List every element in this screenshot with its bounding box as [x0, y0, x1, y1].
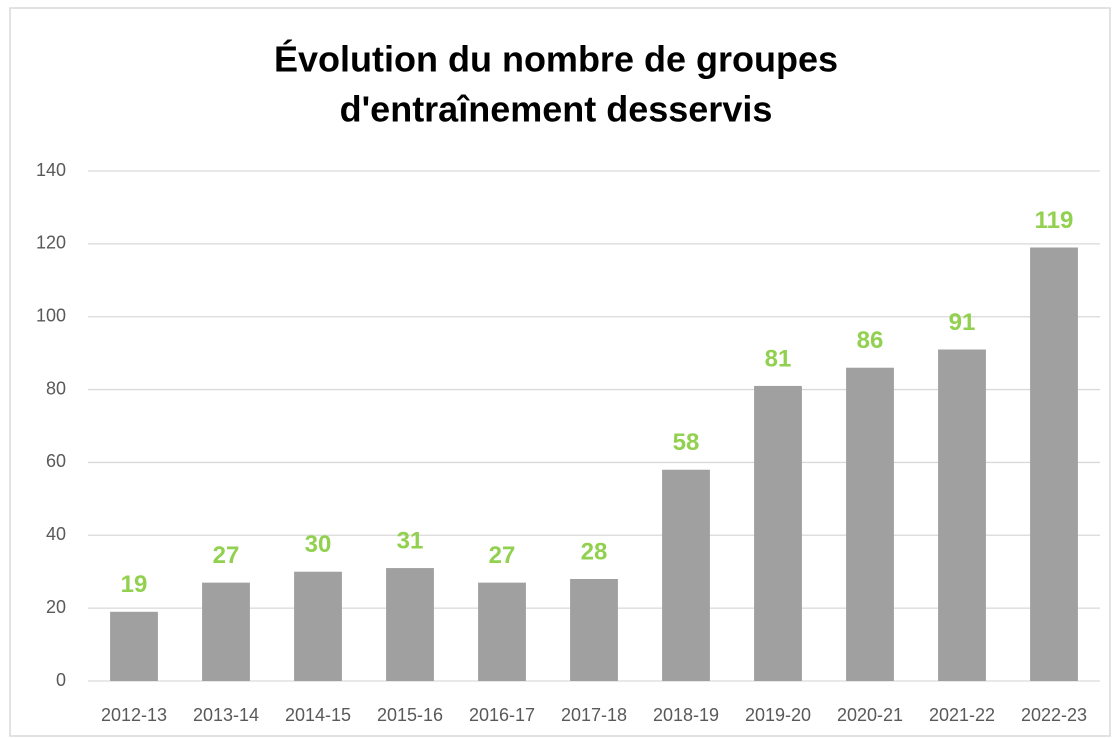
- data-label: 19: [121, 571, 148, 598]
- x-tick-label: 2016-17: [469, 705, 535, 725]
- x-tick-label: 2012-13: [101, 705, 167, 725]
- bar: [1030, 247, 1078, 681]
- x-tick-label: 2020-21: [837, 705, 903, 725]
- bar: [110, 611, 158, 681]
- bar: [478, 582, 526, 681]
- bar: [938, 349, 986, 681]
- chart-title: d'entraînement desservis: [340, 89, 773, 130]
- y-tick-label: 20: [46, 597, 66, 617]
- x-tick-label: 2021-22: [929, 705, 995, 725]
- bar: [754, 385, 802, 681]
- x-tick-label: 2014-15: [285, 705, 351, 725]
- data-label: 28: [581, 538, 608, 565]
- data-label: 91: [949, 309, 976, 336]
- chart-title: Évolution du nombre de groupes: [274, 39, 838, 80]
- data-label: 27: [213, 542, 240, 569]
- y-tick-label: 0: [56, 670, 66, 690]
- data-label: 119: [1035, 207, 1074, 234]
- bar: [846, 367, 894, 681]
- data-label: 58: [673, 429, 700, 456]
- bar: [202, 582, 250, 681]
- data-label: 86: [857, 327, 884, 354]
- y-tick-label: 40: [46, 524, 66, 544]
- data-label: 30: [305, 531, 332, 558]
- y-tick-label: 140: [36, 160, 66, 180]
- x-tick-label: 2018-19: [653, 705, 719, 725]
- bar: [662, 469, 710, 681]
- y-tick-label: 60: [46, 451, 66, 471]
- bar: [570, 579, 618, 681]
- x-tick-label: 2015-16: [377, 705, 443, 725]
- bar: [294, 571, 342, 681]
- bar: [386, 568, 434, 681]
- data-label: 31: [397, 527, 424, 554]
- data-label: 81: [765, 345, 792, 372]
- x-tick-label: 2013-14: [193, 705, 259, 725]
- y-tick-label: 120: [36, 233, 66, 253]
- y-tick-label: 80: [46, 378, 66, 398]
- x-tick-label: 2017-18: [561, 705, 627, 725]
- chart-border: [9, 7, 1111, 737]
- x-tick-label: 2022-23: [1021, 705, 1087, 725]
- x-tick-label: 2019-20: [745, 705, 811, 725]
- data-label: 27: [489, 542, 516, 569]
- y-tick-label: 100: [36, 305, 66, 325]
